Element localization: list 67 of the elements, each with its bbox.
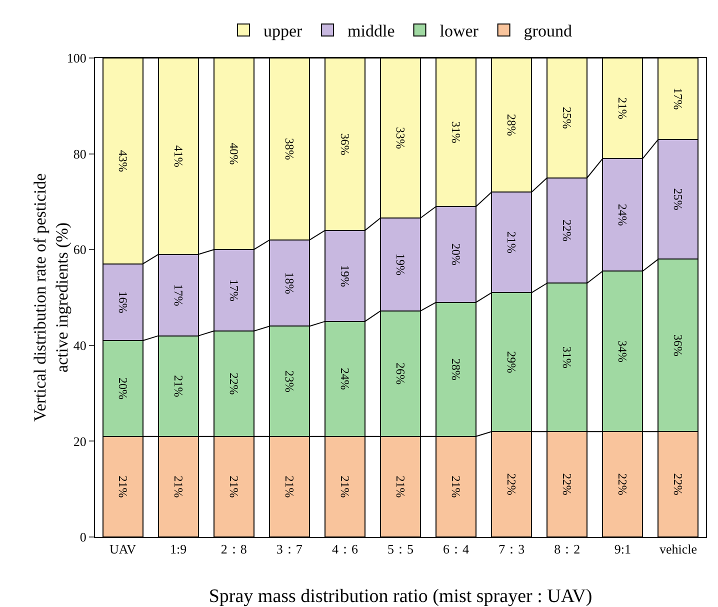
legend-label: upper — [264, 22, 303, 41]
data-label: 36% — [671, 334, 686, 356]
data-label: 41% — [171, 145, 186, 168]
data-label: 21% — [171, 476, 186, 498]
data-label: 18% — [282, 272, 296, 294]
y-tick-label: 80 — [73, 146, 86, 162]
data-label: 17% — [171, 284, 186, 306]
data-label: 33% — [394, 126, 408, 149]
data-label: 26% — [394, 362, 408, 385]
y-axis-title: Vertical distribution rate of pesticide active ingredients (%) — [30, 173, 72, 422]
data-label: 21% — [338, 476, 352, 498]
x-tick-label: 1:9 — [170, 542, 187, 557]
y-tick-label: 40 — [73, 338, 86, 353]
data-label: 19% — [394, 253, 408, 276]
data-label: 21% — [394, 476, 408, 498]
data-label: 22% — [226, 372, 241, 395]
data-label: 22% — [616, 473, 630, 496]
y-tick-label: 0 — [80, 530, 86, 545]
x-tick-label: 6：4 — [443, 542, 470, 557]
data-label: 24% — [616, 204, 630, 226]
data-label: 38% — [282, 138, 296, 160]
data-label: 25% — [560, 106, 574, 129]
x-tick-label: 5：5 — [388, 542, 414, 557]
data-label: 21% — [449, 476, 464, 498]
data-label: 22% — [560, 473, 574, 496]
data-label: 22% — [671, 473, 686, 496]
data-label: 20% — [116, 378, 130, 400]
data-label: 25% — [671, 188, 686, 210]
x-tick-label: 4：6 — [332, 542, 358, 557]
data-label: 21% — [171, 375, 186, 398]
x-tick-label: 2：8 — [220, 542, 247, 557]
data-label: 22% — [560, 219, 574, 242]
x-tick-label: vehicle — [659, 542, 698, 557]
data-label: 31% — [560, 346, 574, 368]
data-label: 28% — [504, 114, 519, 136]
data-label: 22% — [504, 473, 519, 496]
data-label: 40% — [226, 142, 241, 165]
data-label: 19% — [338, 264, 352, 287]
data-label: 24% — [338, 368, 352, 390]
x-tick-label: 9:1 — [614, 542, 631, 557]
data-label: 23% — [282, 370, 296, 392]
x-tick-label: 8：2 — [554, 542, 580, 557]
data-label: 21% — [282, 476, 296, 498]
data-label: 36% — [338, 133, 352, 156]
data-label: 21% — [616, 97, 630, 120]
data-label: 21% — [504, 231, 519, 254]
legend-label: lower — [440, 22, 479, 41]
legend-label: ground — [524, 22, 572, 41]
data-label: 20% — [449, 243, 464, 266]
data-label: 17% — [226, 279, 241, 302]
y-tick-label: 100 — [66, 50, 86, 66]
data-label: 17% — [671, 88, 686, 110]
data-label: 43% — [116, 150, 130, 172]
x-tick-label: UAV — [110, 542, 137, 557]
x-tick-label: 7：3 — [498, 542, 525, 557]
data-label: 34% — [616, 340, 630, 362]
x-tick-label: 3：7 — [276, 542, 303, 557]
data-label: 21% — [226, 476, 241, 498]
x-axis-title: Spray mass distribution ratio (mist sprayer : UAV) — [208, 586, 592, 607]
data-label: 28% — [449, 358, 464, 380]
y-tick-label: 60 — [73, 242, 86, 258]
data-label: 16% — [116, 291, 130, 314]
legend-label: middle — [348, 22, 395, 41]
data-label: 29% — [504, 351, 519, 374]
data-label: 21% — [116, 476, 130, 498]
y-tick-label: 20 — [73, 434, 86, 449]
data-label: 31% — [449, 121, 464, 144]
